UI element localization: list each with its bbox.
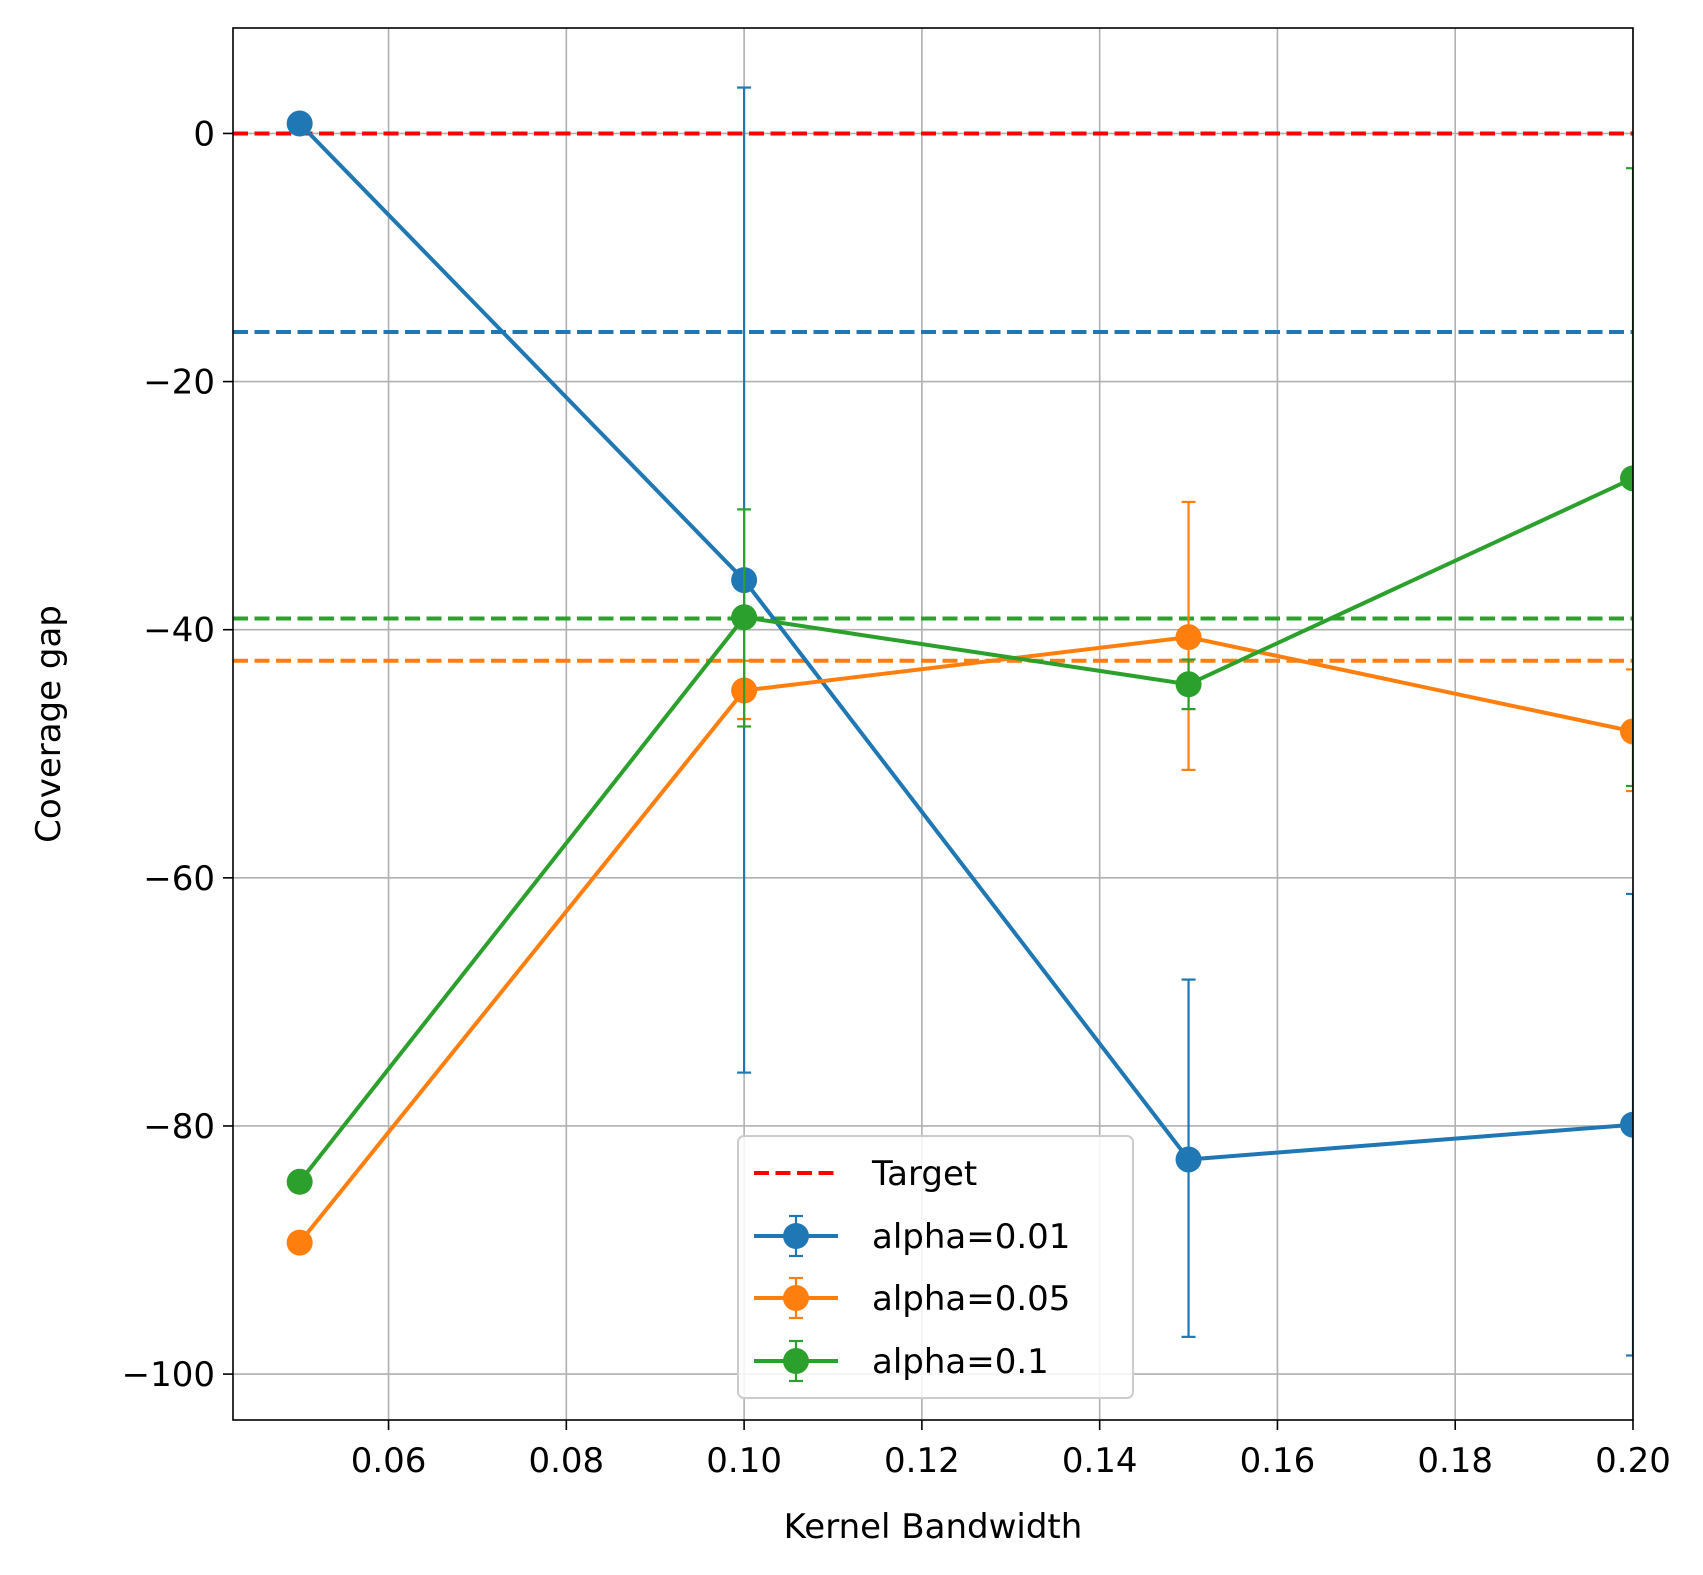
- series-line: [298, 635, 1633, 1244]
- x-axis-label: Kernel Bandwidth: [784, 1507, 1083, 1547]
- data-point: [1620, 718, 1633, 745]
- legend-swatch-marker: [783, 1348, 809, 1374]
- series-line: [298, 122, 1633, 1162]
- data-point: [1175, 624, 1202, 651]
- legend-label: alpha=0.01: [872, 1217, 1070, 1257]
- legend-label: Target: [871, 1154, 977, 1194]
- x-tick-label: 0.08: [528, 1441, 604, 1481]
- legend-box: [737, 1135, 1134, 1399]
- x-tick-label: 0.10: [706, 1441, 782, 1481]
- y-tick-label: −40: [143, 611, 215, 651]
- x-tick-label: 0.16: [1240, 1441, 1316, 1481]
- data-point: [286, 1229, 313, 1256]
- data-layer: [233, 86, 1633, 1357]
- y-tick-label: −80: [143, 1107, 215, 1147]
- data-point: [1175, 671, 1202, 698]
- legend-label: alpha=0.1: [872, 1342, 1049, 1382]
- x-tick-label: 0.12: [884, 1441, 960, 1481]
- legend-label: alpha=0.05: [872, 1279, 1070, 1319]
- y-tick-label: −100: [122, 1355, 215, 1395]
- x-tick-label: 0.18: [1417, 1441, 1493, 1481]
- x-tick-label: 0.14: [1062, 1441, 1138, 1481]
- data-point: [286, 1168, 313, 1195]
- axes-frame: [232, 27, 1634, 1421]
- y-tick-label: −20: [143, 363, 215, 403]
- x-tick-label: 0.06: [351, 1441, 427, 1481]
- legend: Target alpha=0.01 alpha=0.05 alpha=0.1: [737, 1135, 1134, 1399]
- data-point: [286, 110, 313, 137]
- legend-swatch-marker: [783, 1285, 809, 1311]
- data-point: [1175, 1146, 1202, 1173]
- y-axis-label: Coverage gap: [29, 605, 69, 843]
- x-tick-label: 0.20: [1595, 1441, 1671, 1481]
- series-line: [298, 476, 1633, 1184]
- data-point: [731, 604, 758, 631]
- y-tick-label: −60: [143, 859, 215, 899]
- legend-swatch-marker: [783, 1223, 809, 1249]
- y-tick-label: 0: [193, 114, 215, 154]
- data-point: [1620, 465, 1633, 492]
- ticks: 0.06 0.08 0.10 0.12 0.14 0.16 0.18 0.20 0 −20 −40 −…: [122, 114, 1671, 1481]
- data-point: [1620, 1111, 1633, 1138]
